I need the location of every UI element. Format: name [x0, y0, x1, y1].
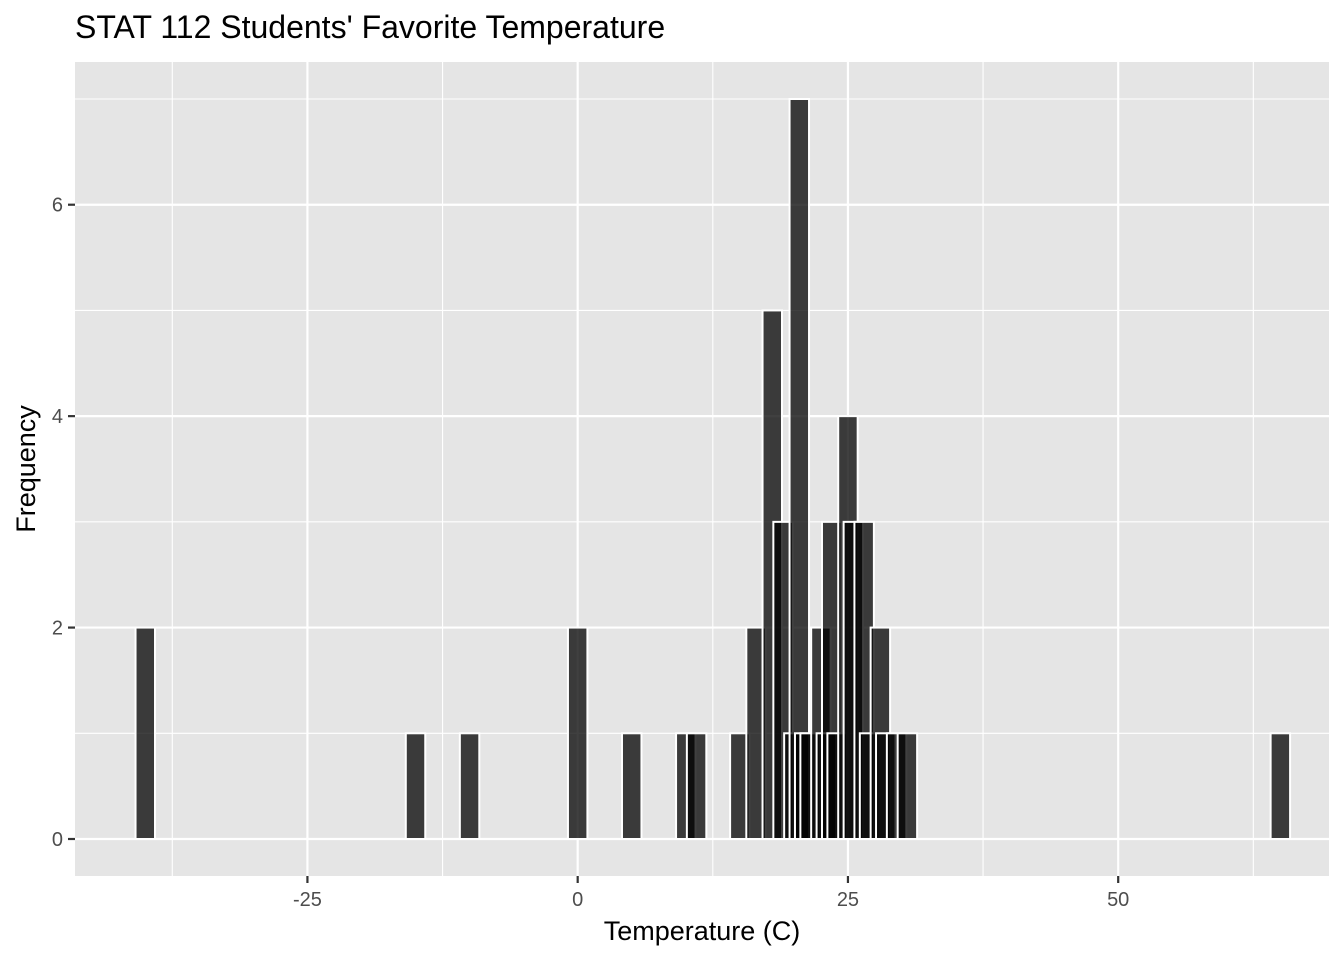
histogram-bar — [896, 732, 919, 840]
x-tick-label: 0 — [572, 889, 583, 911]
histogram-bar — [404, 732, 427, 840]
chart-title: STAT 112 Students' Favorite Temperature — [75, 9, 665, 45]
histogram-bar — [566, 626, 589, 840]
x-tick-label: 25 — [837, 889, 859, 911]
x-axis-title: Temperature (C) — [604, 916, 801, 946]
y-tick-label: 4 — [52, 406, 63, 428]
bars-layer — [134, 98, 1292, 840]
histogram-bar — [458, 732, 481, 840]
y-tick-label: 2 — [52, 618, 63, 640]
y-axis: 0 2 4 6 — [52, 195, 75, 851]
x-tick-label: -25 — [293, 889, 322, 911]
histogram-bar — [685, 732, 708, 840]
x-tick-label: 50 — [1107, 889, 1129, 911]
y-tick-label: 0 — [52, 829, 63, 851]
x-axis: -25 0 25 50 — [293, 876, 1129, 911]
histogram-bar — [1269, 732, 1292, 840]
histogram-bar — [134, 626, 156, 840]
y-axis-title: Frequency — [11, 405, 41, 533]
y-tick-label: 6 — [52, 195, 63, 217]
histogram-bar — [621, 732, 643, 840]
histogram-bar — [788, 98, 811, 840]
